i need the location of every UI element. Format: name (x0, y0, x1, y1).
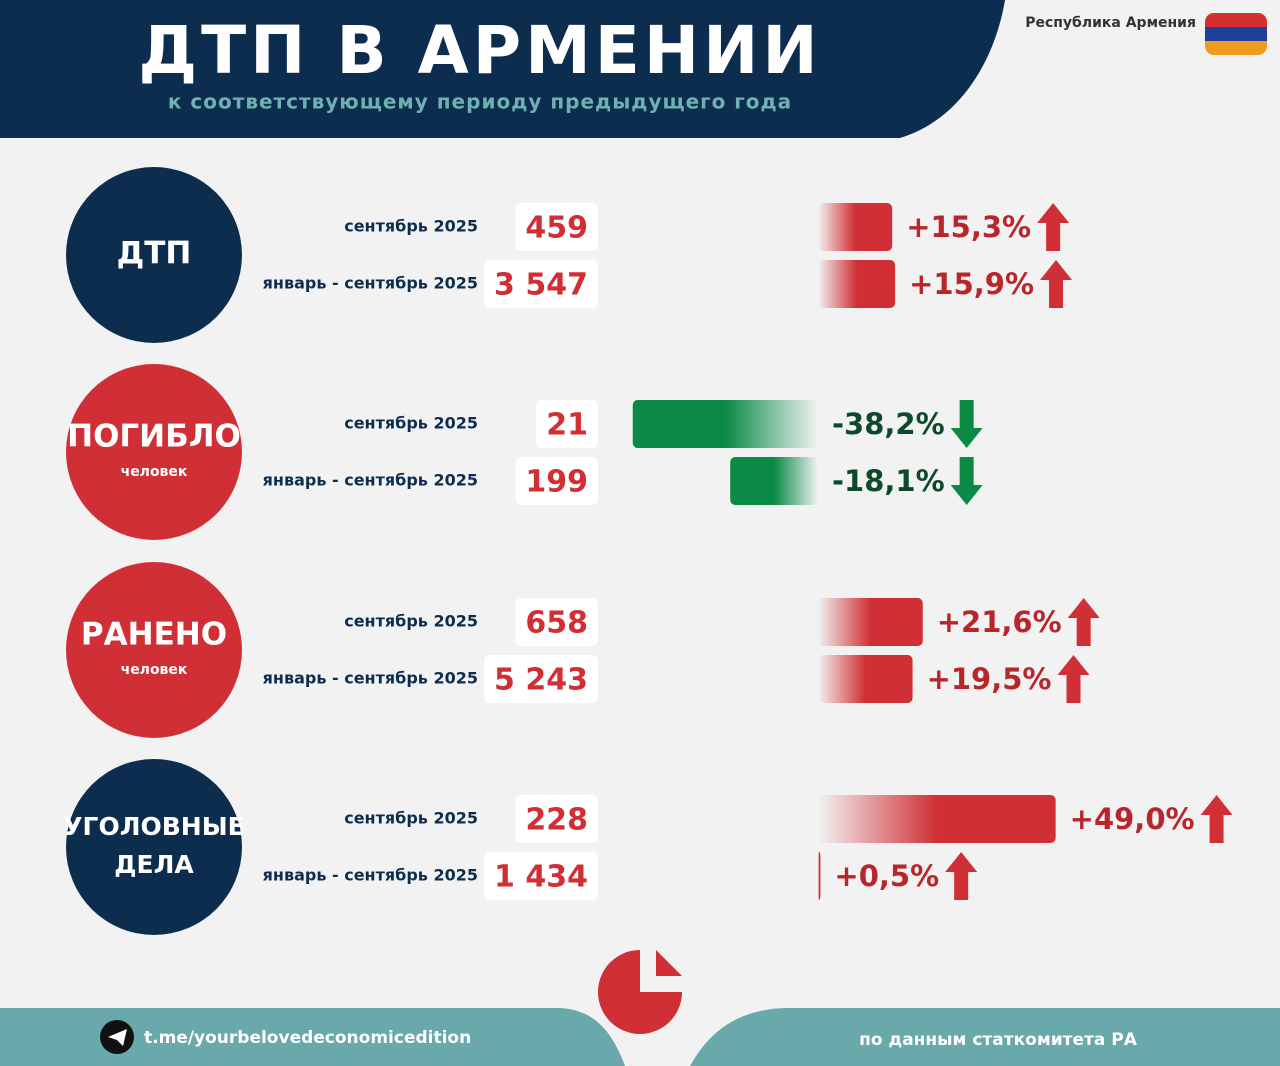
group-unit: человек (121, 464, 188, 480)
count-box (536, 400, 598, 448)
count-box (515, 598, 598, 646)
change-label: +15,9% (909, 267, 1034, 301)
group-circle (66, 759, 242, 935)
logo (598, 950, 682, 1034)
change-bar (818, 795, 1056, 843)
period: январь - сентябрь 2025 (263, 471, 478, 490)
period: январь - сентябрь 2025 (263, 669, 478, 688)
change-label: +49,0% (1070, 802, 1195, 836)
group-circle (66, 167, 242, 343)
group-title: РАНЕНО (81, 617, 227, 653)
change-label: +0,5% (834, 859, 939, 893)
count-box (515, 203, 598, 251)
header-band (0, 0, 1005, 138)
change-arrow (1200, 795, 1233, 843)
change-arrow (1067, 598, 1100, 646)
count: 3 547 (494, 268, 588, 303)
change-label: +21,6% (937, 605, 1062, 639)
footer-link[interactable]: t.me/yourbelovedeconomicedition (144, 1028, 471, 1048)
period: январь - сентябрь 2025 (263, 274, 478, 293)
count-box (515, 457, 598, 505)
period: сентябрь 2025 (344, 612, 478, 631)
change-label: -18,1% (832, 464, 945, 498)
change-arrow (950, 457, 983, 505)
change-arrow (1037, 203, 1070, 251)
footer-source: по данным статкомитета РА (859, 1030, 1138, 1050)
change-bar (818, 655, 913, 703)
count-box (515, 795, 598, 843)
subtitle: к соответствующему периоду предыдущего г… (168, 90, 792, 114)
count: 5 243 (494, 663, 588, 698)
group-title: ДТП (117, 236, 192, 272)
group-circle (66, 562, 242, 738)
group-circle (66, 364, 242, 540)
period: сентябрь 2025 (344, 809, 478, 828)
count: 199 (525, 465, 588, 500)
change-bar (818, 203, 893, 251)
change-arrow (1040, 260, 1073, 308)
telegram-plane (108, 1029, 127, 1046)
period: сентябрь 2025 (344, 414, 478, 433)
group-unit: человек (121, 662, 188, 678)
count: 1 434 (494, 860, 588, 895)
title: ДТП В АРМЕНИИ (138, 12, 821, 89)
change-bar (818, 852, 821, 900)
change-label: +19,5% (927, 662, 1052, 696)
count-box (484, 852, 598, 900)
count: 228 (525, 803, 588, 838)
period: январь - сентябрь 2025 (263, 866, 478, 885)
footer-band-right (690, 1008, 1280, 1066)
count-box (484, 260, 598, 308)
period: сентябрь 2025 (344, 217, 478, 236)
change-bar (818, 260, 896, 308)
country: Республика Армения (1025, 15, 1196, 31)
footer-band-left (0, 1008, 625, 1066)
count: 658 (525, 606, 588, 641)
count: 459 (525, 211, 588, 246)
change-bar (818, 598, 923, 646)
count: 21 (546, 408, 588, 443)
change-label: -38,2% (832, 407, 945, 441)
change-arrow (1057, 655, 1090, 703)
group-title: ПОГИБЛО (67, 419, 241, 455)
change-bar (730, 457, 818, 505)
count-box (484, 655, 598, 703)
change-arrow (945, 852, 978, 900)
group-title: УГОЛОВНЫЕ (63, 812, 244, 841)
group-title: ДЕЛА (114, 850, 194, 879)
change-arrow (950, 400, 983, 448)
change-bar (632, 400, 818, 448)
change-label: +15,3% (906, 210, 1031, 244)
flag (1205, 13, 1267, 55)
